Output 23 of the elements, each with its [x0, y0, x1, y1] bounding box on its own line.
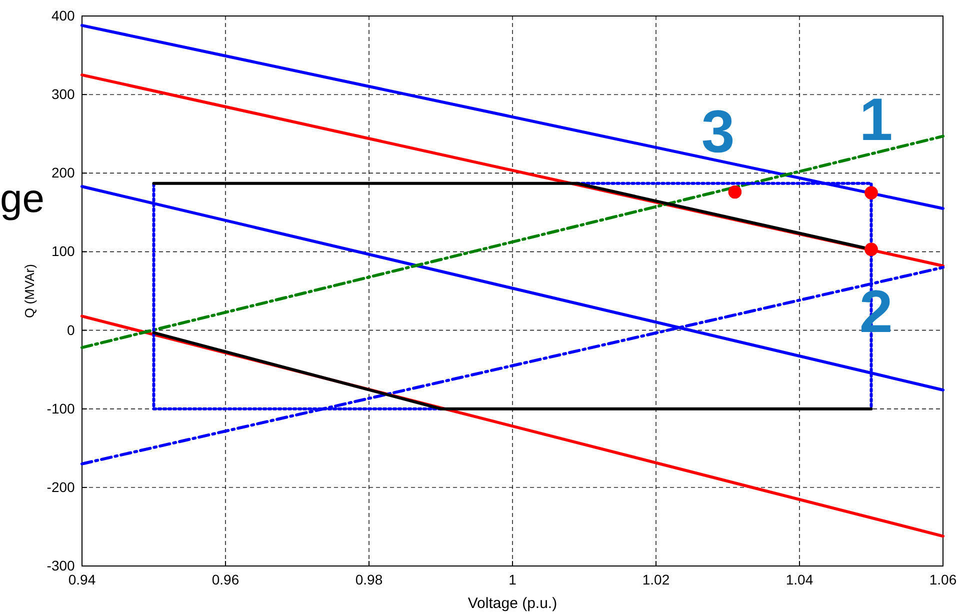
x-tick-label: 0.96	[212, 571, 240, 588]
point	[728, 185, 742, 199]
y-tick-label: 300	[51, 86, 76, 102]
x-tick-label: 0.98	[355, 571, 383, 588]
y-tick-label: -300	[46, 557, 76, 574]
y-tick-label: 100	[51, 243, 76, 260]
x-tick-label: 1.04	[786, 571, 814, 588]
point	[864, 186, 878, 200]
text: ge	[0, 177, 44, 221]
y-tick-label: 200	[51, 164, 76, 181]
point	[864, 242, 878, 256]
x-tick-label: 1.06	[929, 571, 957, 588]
annotation: 3	[701, 98, 735, 165]
y-tick-label: -100	[46, 400, 76, 416]
annotation: 1	[859, 86, 893, 153]
y-axis-title: Q (MVAr)	[22, 264, 37, 318]
x-tick-label: 1	[508, 571, 517, 588]
x-tick-label: 1.02	[642, 571, 670, 588]
y-tick-label: 400	[51, 7, 76, 24]
y-tick-label: 0	[67, 322, 76, 338]
y-tick-label: -200	[46, 478, 76, 495]
x-tick-label: 0.94	[68, 571, 96, 588]
x-axis-title: Voltage (p.u.)	[468, 595, 558, 612]
